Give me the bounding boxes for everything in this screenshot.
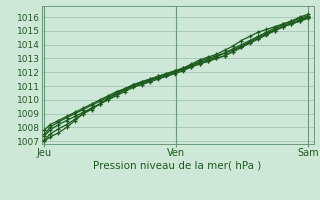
X-axis label: Pression niveau de la mer( hPa ): Pression niveau de la mer( hPa ) xyxy=(93,161,262,171)
